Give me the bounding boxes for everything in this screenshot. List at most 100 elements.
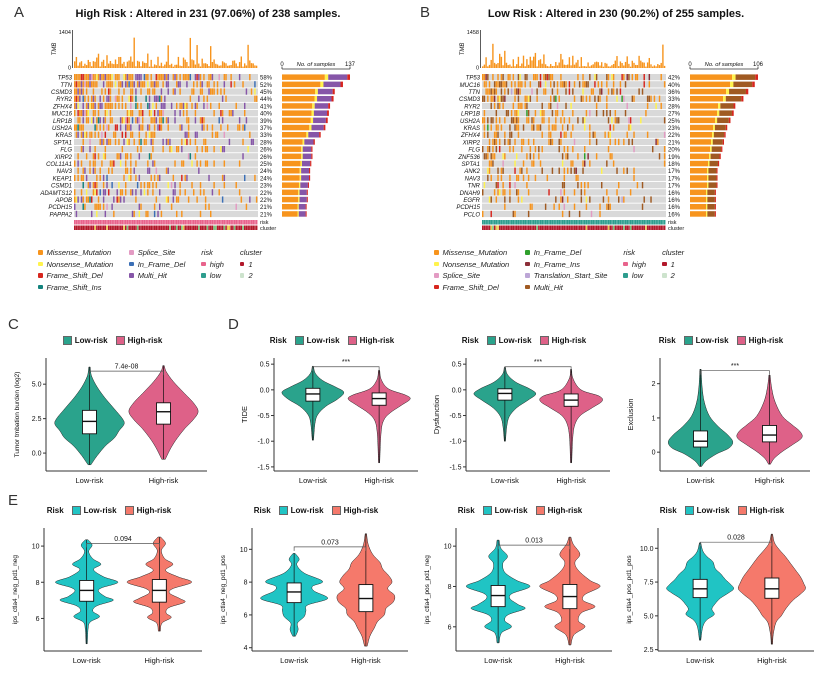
mutation-cell (551, 74, 554, 81)
gene-pct: 16% (668, 198, 681, 204)
risk-cell (191, 220, 193, 225)
gene-label: FLG (468, 148, 480, 154)
cluster-cell (147, 225, 149, 230)
mutation-cell (176, 210, 178, 218)
mutation-cell (500, 74, 503, 81)
cluster-cell (152, 225, 154, 230)
mutation-cell (213, 110, 215, 117)
tmb-bar (551, 66, 554, 68)
mutation-cell (85, 131, 88, 138)
mutation-cell (589, 160, 591, 167)
tmb-bar (238, 62, 241, 68)
mutation-cell (179, 74, 181, 81)
mutation-cell (533, 117, 535, 124)
gene-pct: 42% (668, 76, 681, 82)
mutation-cell (546, 74, 549, 81)
risk-cell (160, 220, 163, 225)
tmb-bar (529, 56, 531, 68)
mutation-cell (539, 110, 542, 117)
legend-swatch (124, 506, 134, 515)
legend-title: Risk (253, 506, 271, 515)
gene-pct: 23% (260, 184, 273, 190)
cluster-cell (220, 225, 222, 230)
risk-cell (657, 220, 659, 225)
mutation-cell (587, 153, 589, 160)
mutation-cell (516, 174, 518, 182)
mutation-cell (606, 95, 608, 102)
mutation-cell (648, 95, 651, 102)
gene-pct: 40% (668, 83, 681, 89)
cluster-cell (177, 225, 180, 230)
matrix-row-cells (483, 153, 666, 160)
risk-cell (550, 220, 552, 225)
tmb-bar (650, 64, 652, 68)
mutation-cell (106, 95, 108, 102)
cluster-cell (255, 225, 258, 230)
matrix-row-cells (487, 167, 635, 174)
matrix-row-cells (483, 124, 632, 131)
legend-label: 1 (248, 259, 253, 269)
tmb-bar (660, 62, 662, 68)
risk-cell (628, 220, 630, 225)
mutation-cell (118, 138, 120, 146)
sample-bar-segment (690, 110, 718, 116)
sample-bar-segment (282, 204, 298, 210)
mutation-cell (492, 153, 494, 160)
risk-track-label: risk (668, 220, 677, 226)
mutation-cell (483, 110, 486, 117)
mutation-cell (102, 95, 105, 102)
mutation-cell (536, 95, 538, 102)
risk-cell (578, 220, 581, 225)
mutation-cell (164, 95, 166, 102)
cluster-cell (150, 225, 153, 230)
legend-swatch (294, 336, 304, 345)
mutation-cell (128, 174, 130, 182)
tmb-bar (585, 66, 588, 68)
mutation-cell (155, 74, 158, 81)
risk-cell (101, 220, 103, 225)
cluster-cell (534, 225, 537, 230)
tmb-bar (653, 65, 656, 68)
sample-bar-segment (690, 146, 711, 152)
sample-bar-segment (309, 168, 311, 174)
tmb-bar (652, 66, 654, 68)
mutation-cell (495, 146, 498, 153)
risk-cell (483, 220, 486, 225)
cluster-cell (155, 225, 158, 230)
mutation-cell (91, 117, 93, 124)
mutation-cell (517, 74, 520, 81)
risk-cell (641, 220, 644, 225)
mutation-cell (114, 138, 117, 146)
mutation-cell (82, 88, 84, 95)
cluster-cell (522, 225, 525, 230)
matrix-row-cells (77, 117, 248, 124)
mutation-cell (516, 110, 518, 117)
mutation-cell (599, 95, 601, 102)
risk-cell (204, 220, 207, 225)
sample-bar-segment (721, 146, 723, 152)
tmb-bar (568, 57, 571, 68)
mutation-cell (96, 124, 98, 131)
mutation-cell (102, 203, 105, 210)
cluster-cell (79, 225, 81, 230)
tmb-bar (244, 63, 246, 68)
mutation-cell (510, 81, 513, 88)
mutation-cell (493, 153, 496, 160)
mutation-cell (242, 153, 244, 160)
mutation-cell (529, 81, 532, 88)
mutation-cell (75, 88, 78, 95)
tmb-bar (125, 66, 127, 68)
mutation-cell (570, 167, 572, 174)
risk-cell (636, 220, 639, 225)
sample-bar-segment (307, 182, 309, 188)
mutation-cell (487, 74, 489, 81)
tmb-bar (206, 64, 208, 68)
y-axis-label: ips_ctla4_neg_pd1_pos (220, 554, 227, 623)
mutation-cell (240, 196, 243, 203)
mutation-cell (658, 153, 661, 160)
mutation-cell (550, 138, 552, 146)
mutation-cell (238, 160, 241, 167)
mutation-cell (108, 88, 110, 95)
mutation-cell (199, 182, 202, 189)
violin-ips4-legend: Risk Low-risk High-risk (622, 506, 822, 515)
